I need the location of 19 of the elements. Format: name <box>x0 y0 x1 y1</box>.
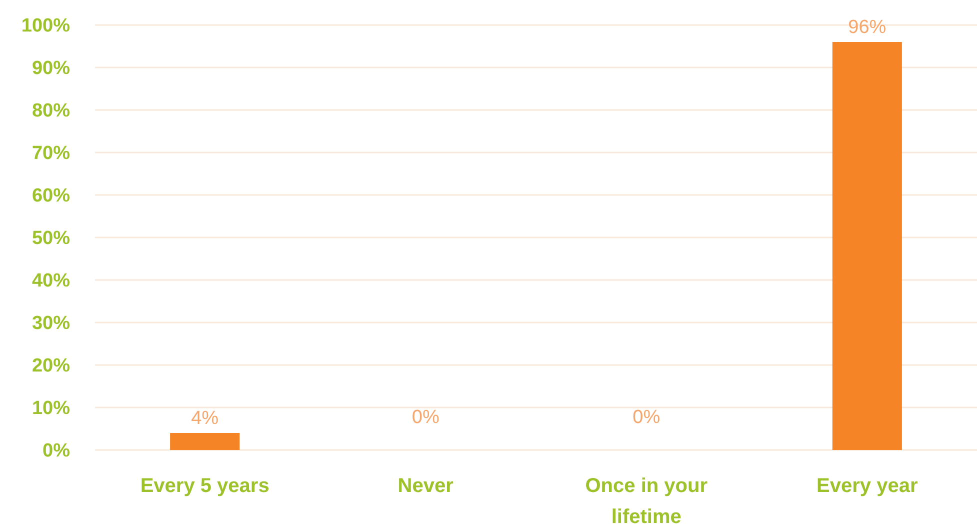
x-tick-label: Every 5 years <box>140 475 270 497</box>
data-label: 0% <box>412 407 440 428</box>
y-tick-label: 80% <box>32 100 70 122</box>
x-tick-label: Every year <box>816 475 918 497</box>
y-tick-label: 60% <box>32 186 70 207</box>
y-tick-label: 40% <box>32 270 70 292</box>
y-tick-label: 10% <box>32 398 70 420</box>
y-tick-label: 0% <box>42 440 70 462</box>
y-tick-label: 100% <box>21 16 70 37</box>
data-label: 0% <box>632 407 660 428</box>
data-label: 4% <box>191 408 219 429</box>
y-tick-label: 70% <box>32 143 70 164</box>
y-tick-label: 50% <box>32 228 70 250</box>
x-tick-label: Never <box>398 475 454 497</box>
y-tick-label: 90% <box>32 58 70 80</box>
data-label: 96% <box>848 17 886 38</box>
y-tick-label: 20% <box>32 356 70 377</box>
x-tick-label: Once in your lifetime <box>585 475 708 528</box>
y-tick-label: 30% <box>32 313 70 334</box>
